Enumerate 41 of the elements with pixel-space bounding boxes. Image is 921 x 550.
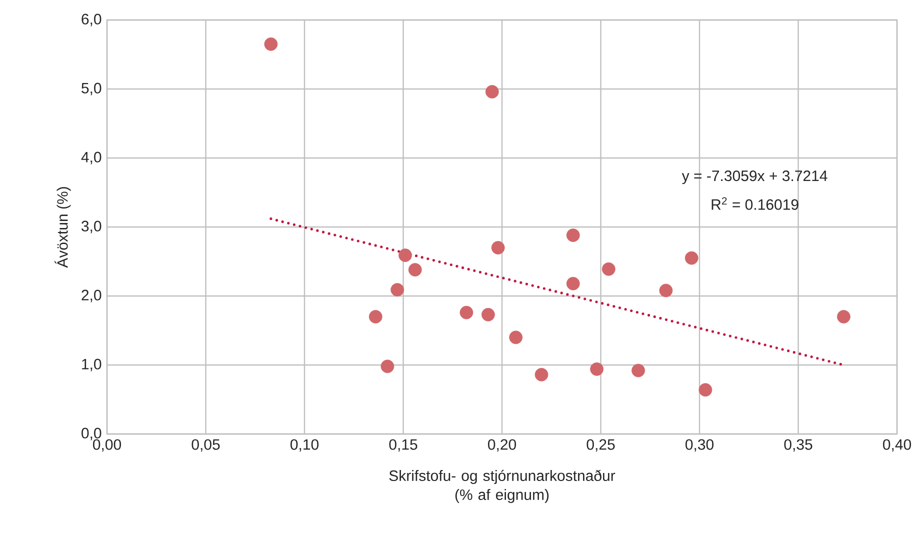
annotation: R$^{2}$ = 0.16019: [712, 197, 798, 210]
x-tick-label: 0,05: [192, 439, 220, 452]
x-tick-label: 0,20: [488, 439, 516, 452]
x-tick-label: 0,25: [586, 439, 615, 452]
x-tick-label: 0,15: [389, 439, 418, 452]
point: [602, 262, 616, 276]
y-tick-label: 6,0: [82, 14, 102, 26]
point: [390, 283, 404, 296]
y-tick-label: 1,0: [82, 358, 102, 372]
point: [566, 228, 580, 242]
point: [836, 310, 850, 324]
x-tick-label: 0,30: [686, 439, 714, 452]
point: [398, 248, 412, 262]
point: [368, 310, 382, 324]
x-tick-label: 0,00: [93, 439, 122, 452]
point: [632, 364, 645, 378]
y-tick-label: 4,0: [81, 152, 102, 164]
x-axis-title: Skrifstofu- og stjórnunarkostnaður (% af eignum): [389, 470, 616, 503]
point: [698, 383, 712, 397]
point: [408, 263, 422, 276]
y-axis-title: Ávöxtun (%): [54, 187, 71, 268]
point: [264, 37, 278, 51]
point: [659, 284, 673, 298]
point: [380, 360, 394, 374]
x-tick-label: 0,35: [784, 439, 812, 452]
x-tick-label: 0,40: [883, 439, 912, 452]
point: [590, 362, 604, 376]
point: [481, 308, 495, 322]
point: [684, 251, 698, 265]
point: [534, 368, 548, 382]
point: [485, 85, 499, 98]
annotation: y = -7.3059x + 3.7214: [682, 170, 828, 184]
y-tick-label: 5,0: [82, 82, 102, 96]
point: [566, 276, 580, 290]
point: [491, 241, 505, 254]
point: [460, 306, 474, 320]
point: [509, 330, 523, 344]
x-tick-label: 0,10: [290, 439, 319, 452]
y-tick-label: 2,0: [82, 290, 102, 302]
y-tick-label: 3,0: [82, 220, 102, 234]
y-tick-label: 0,0: [82, 428, 102, 440]
